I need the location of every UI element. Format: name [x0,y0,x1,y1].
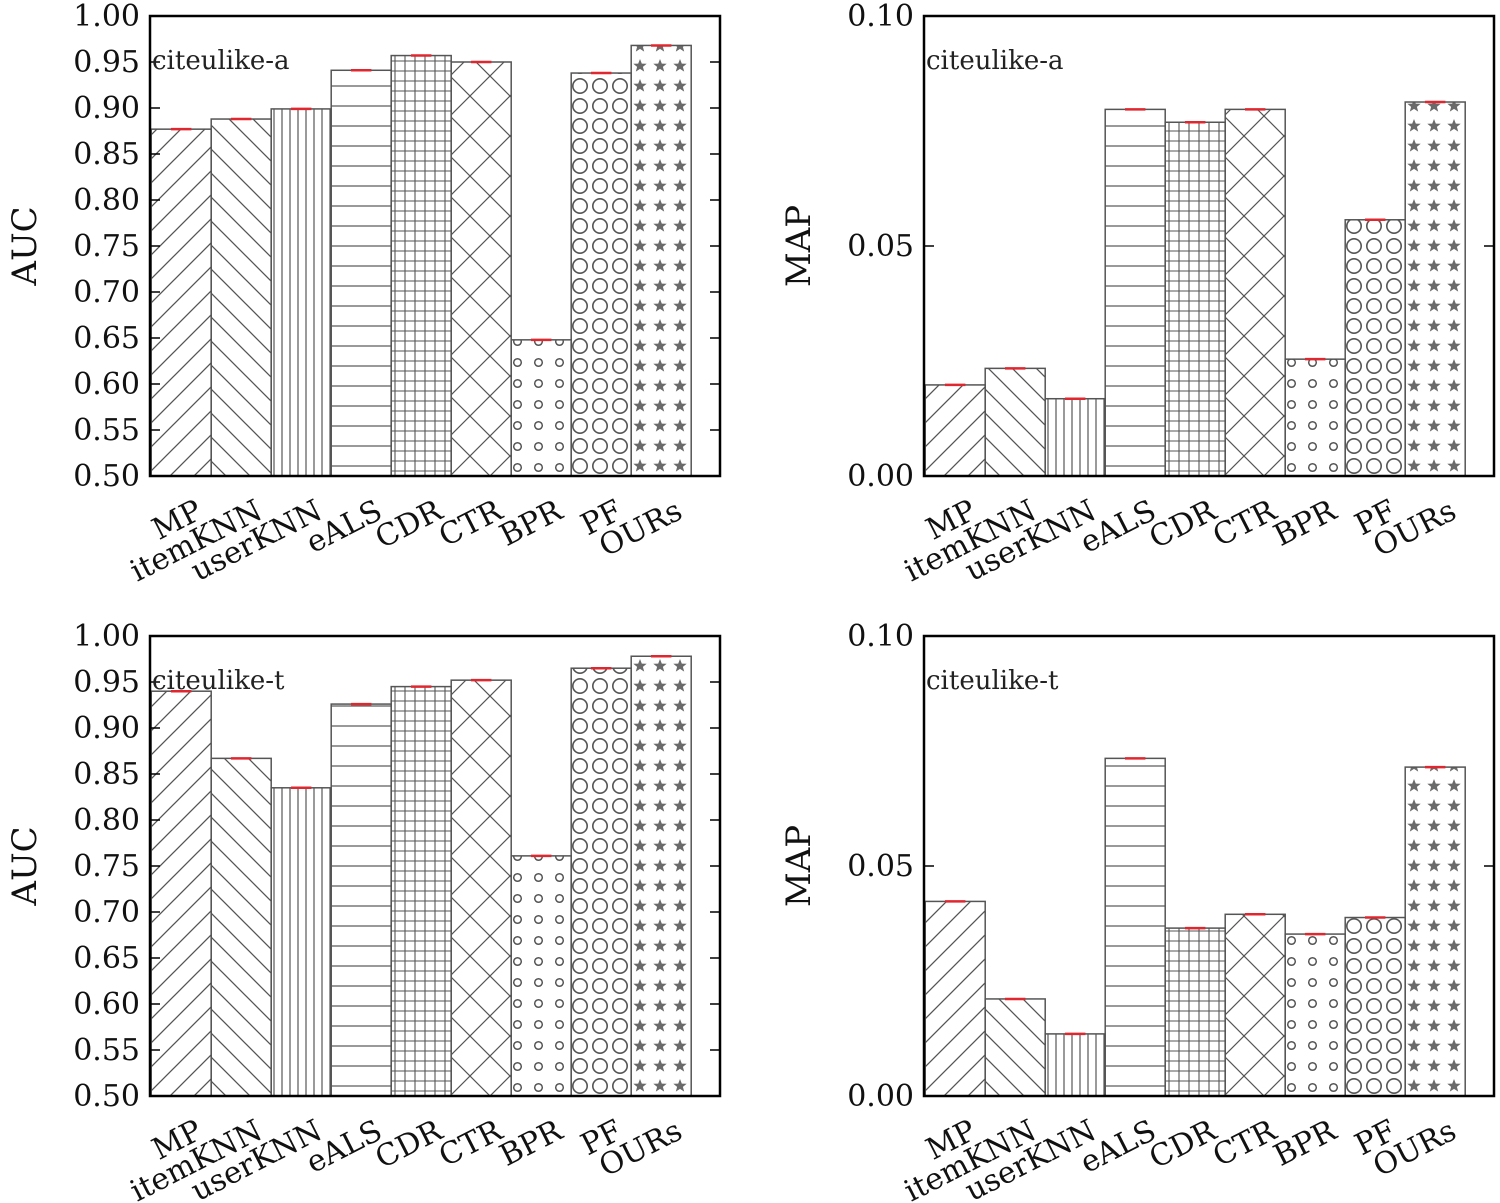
bar-ctr [1224,108,1286,477]
bar-itemknn [210,118,272,477]
bar-itemknn [984,367,1046,477]
bar-pf [570,72,632,477]
x-tick-label-bpr: BPR [494,493,569,554]
bar-userknn [1044,397,1106,477]
y-tick-label: 0.75 [73,849,140,884]
bar-ours [630,655,692,1097]
y-tick-label: 0.65 [73,941,140,976]
bar-itemknn [210,757,272,1097]
bar-bpr [1284,933,1346,1097]
y-tick-label: 0.80 [73,803,140,838]
y-tick-label: 0.50 [73,1079,140,1114]
bar-mp [924,900,986,1097]
y-tick-label: 0.05 [847,849,914,884]
panel-title: citeulike-t [152,666,285,696]
y-tick-label: 0.65 [73,321,140,356]
y-tick-label: 0.00 [847,459,914,494]
y-tick-label: 0.60 [73,987,140,1022]
panel-title: citeulike-t [926,666,1059,696]
y-tick-label: 0.10 [847,0,914,34]
x-tick-label-bpr: BPR [1268,493,1343,554]
bar-ctr [450,679,512,1097]
y-tick-label: 0.75 [73,229,140,264]
y-tick-label: 0.85 [73,757,140,792]
bar-cdr [1164,927,1226,1097]
x-tick-label-bpr: BPR [494,1113,569,1174]
panel-map-citeulike-a: 0.000.050.10 citeulike-a MAP MPitemKNNus… [779,0,1496,589]
y-tick-label: 0.95 [73,665,140,700]
y-tick-label: 0.60 [73,367,140,402]
bar-bpr [1284,358,1346,477]
y-tick-label: 0.50 [73,459,140,494]
bar-mp [150,128,212,477]
bar-ctr [1224,913,1286,1097]
y-tick-label: 0.10 [847,619,914,654]
panel-map-citeulike-t: 0.000.050.10 citeulike-t MAP MPitemKNNus… [779,619,1496,1203]
y-tick-label: 0.80 [73,183,140,218]
y-tick-label: 1.00 [73,0,140,34]
bar-mp [150,690,212,1097]
y-tick-label: 0.00 [847,1079,914,1114]
x-tick-label-bpr: BPR [1268,1113,1343,1174]
y-tick-label: 0.95 [73,45,140,80]
panel-auc-citeulike-t: 0.50 0.55 0.60 0.65 0.70 0.75 0.80 0.85 0.90 0.95… [5,619,722,1203]
y-tick-label: 0.70 [73,275,140,310]
bar-cdr [390,685,452,1097]
y-tick-label: 0.55 [73,1033,140,1068]
bar-eals [1104,757,1166,1097]
y-tick-label: 0.55 [73,413,140,448]
bar-eals [1104,108,1166,477]
bar-eals [330,703,392,1097]
panel-auc-citeulike-a: 0.50 0.55 0.60 0.65 0.70 0.75 0.80 0.85 0.90 0.95… [5,0,722,589]
bar-userknn [270,108,332,477]
bar-pf [1344,916,1406,1097]
bar-eals [330,69,392,477]
bar-ours [1404,766,1466,1097]
bar-ours [1404,101,1466,477]
bar-ours [630,44,692,477]
y-tick-label: 0.85 [73,137,140,172]
bar-userknn [1044,1033,1106,1097]
y-tick-label: 0.70 [73,895,140,930]
panel-title: citeulike-a [926,46,1064,76]
y-axis-label: MAP [779,205,819,287]
y-axis-label: MAP [779,825,819,907]
y-axis-label: AUC [5,206,45,286]
bar-ctr [450,61,512,477]
bar-mp [924,384,986,477]
y-tick-label: 0.90 [73,91,140,126]
bar-cdr [390,54,452,477]
bar-pf [570,667,632,1097]
panel-title: citeulike-a [152,46,290,76]
bar-pf [1344,219,1406,477]
bar-itemknn [984,998,1046,1097]
bar-cdr [1164,121,1226,477]
bar-bpr [510,855,572,1097]
bar-userknn [270,787,332,1097]
y-tick-label: 0.05 [847,229,914,264]
y-axis-label: AUC [5,826,45,906]
y-tick-label: 0.90 [73,711,140,746]
bar-bpr [510,339,572,477]
y-tick-label: 1.00 [73,619,140,654]
